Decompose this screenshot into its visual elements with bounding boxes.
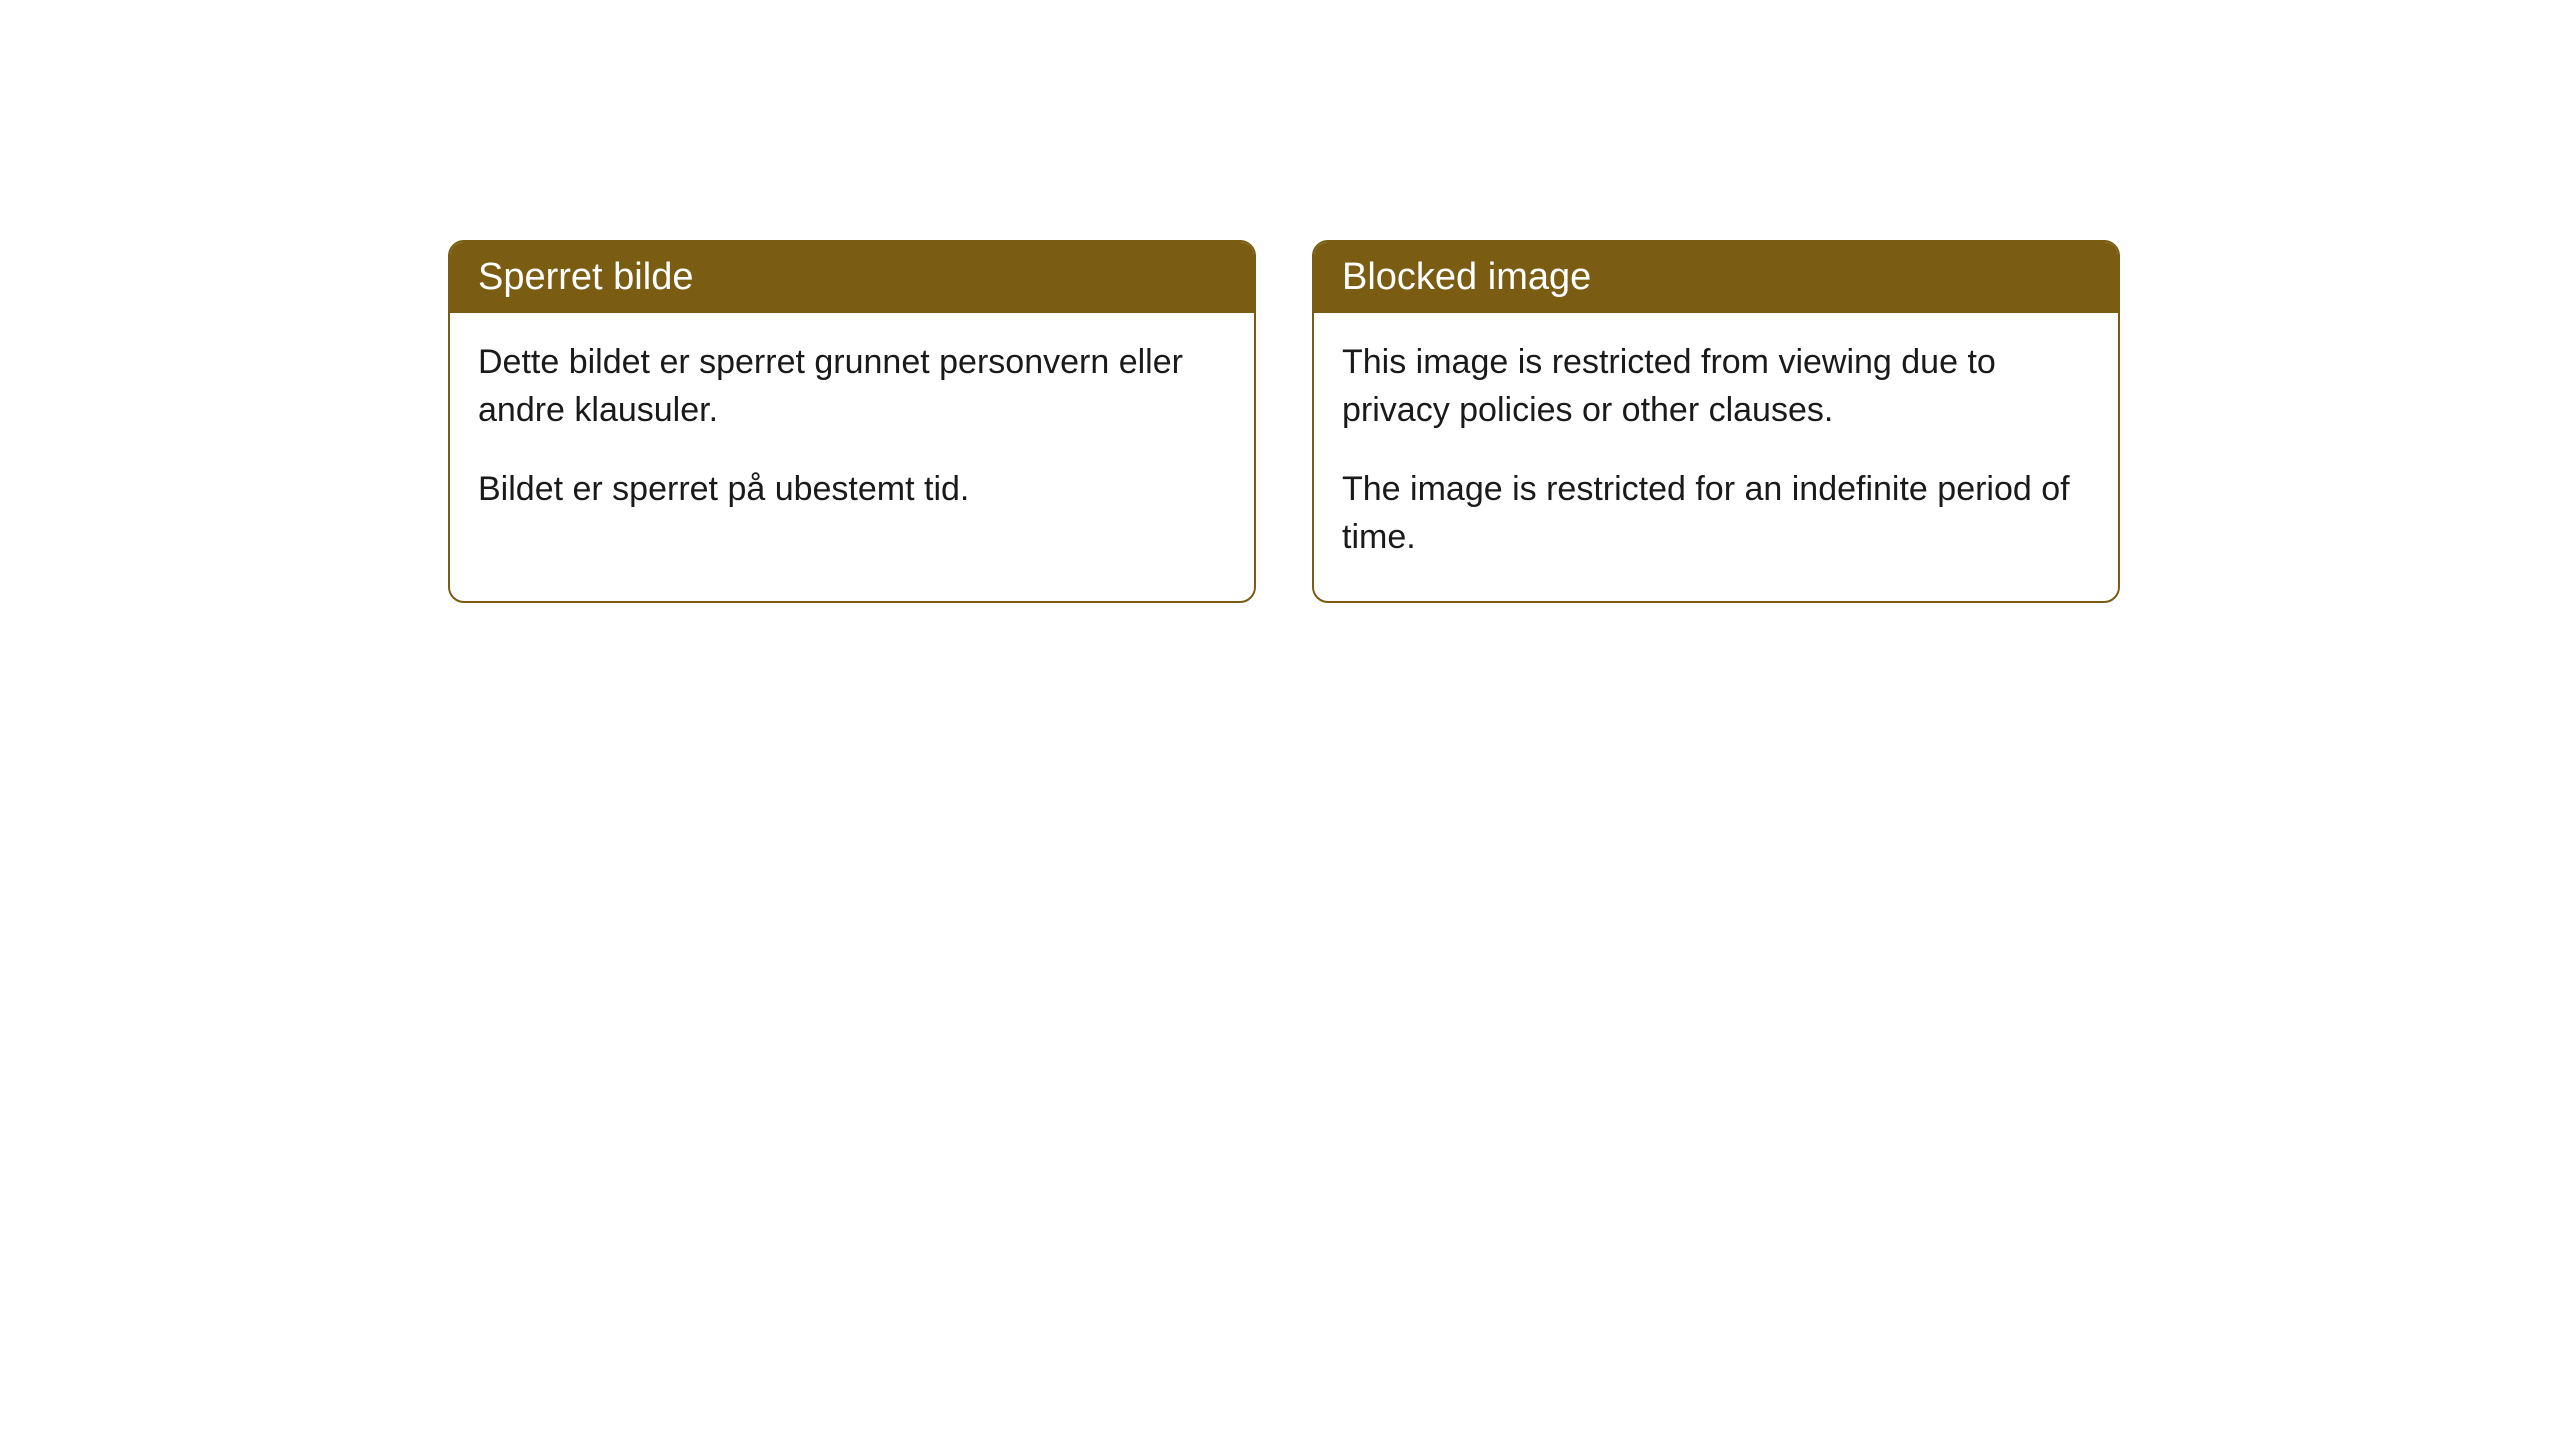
notice-container: Sperret bilde Dette bildet er sperret gr…	[0, 0, 2560, 603]
card-paragraph-1-english: This image is restricted from viewing du…	[1342, 339, 2090, 434]
card-header-english: Blocked image	[1314, 242, 2118, 313]
card-title-norwegian: Sperret bilde	[478, 256, 693, 298]
card-paragraph-1-norwegian: Dette bildet er sperret grunnet personve…	[478, 339, 1226, 434]
card-paragraph-2-norwegian: Bildet er sperret på ubestemt tid.	[478, 466, 1226, 514]
card-body-english: This image is restricted from viewing du…	[1314, 313, 2118, 601]
card-title-english: Blocked image	[1342, 256, 1591, 298]
blocked-image-card-norwegian: Sperret bilde Dette bildet er sperret gr…	[448, 240, 1256, 603]
card-body-norwegian: Dette bildet er sperret grunnet personve…	[450, 313, 1254, 554]
card-header-norwegian: Sperret bilde	[450, 242, 1254, 313]
blocked-image-card-english: Blocked image This image is restricted f…	[1312, 240, 2120, 603]
card-paragraph-2-english: The image is restricted for an indefinit…	[1342, 466, 2090, 561]
